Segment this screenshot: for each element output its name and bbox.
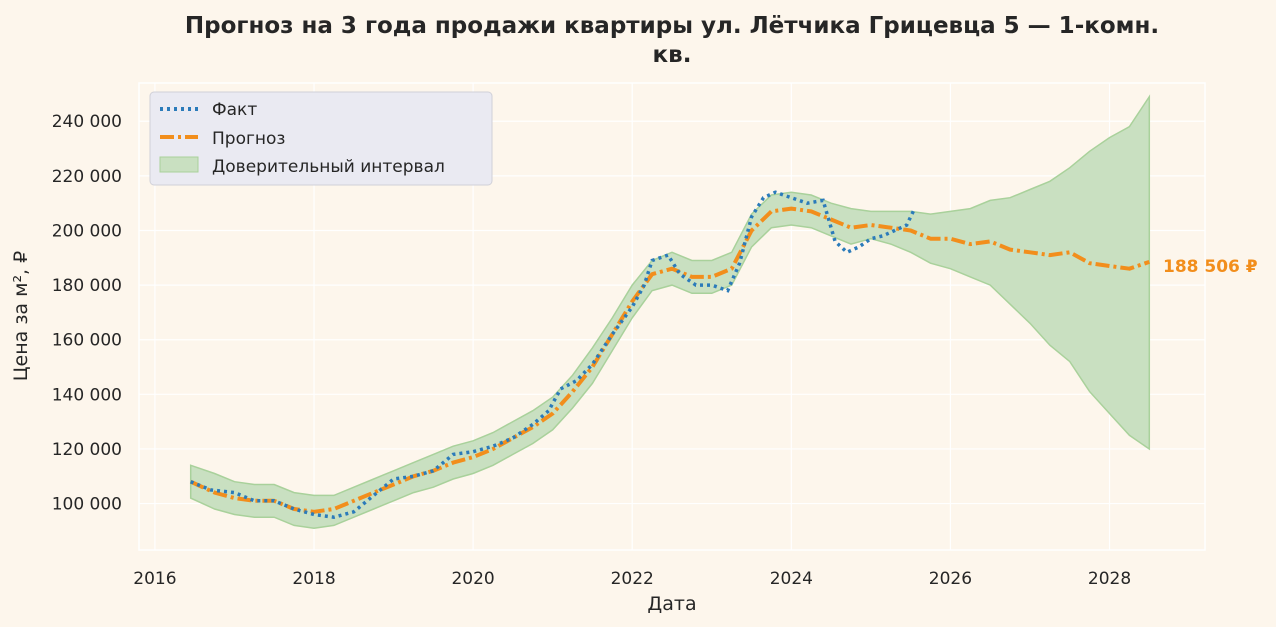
x-axis-label: Дата xyxy=(647,593,696,615)
y-tick-label: 140 000 xyxy=(52,385,122,405)
forecast-end-label: 188 506 ₽ xyxy=(1163,257,1258,277)
y-tick-label: 100 000 xyxy=(52,495,122,515)
y-tick-label: 200 000 xyxy=(52,221,122,241)
x-tick-label: 2022 xyxy=(611,569,654,589)
fact-line xyxy=(190,190,917,519)
forecast-series xyxy=(189,206,1150,514)
y-tick-label: 160 000 xyxy=(52,331,122,351)
legend-interval-swatch xyxy=(159,156,199,173)
x-tick-label: 2018 xyxy=(292,569,335,589)
y-tick-label: 180 000 xyxy=(52,276,122,296)
legend-forecast-label: Прогноз xyxy=(212,129,285,149)
legend-box xyxy=(149,91,493,186)
confidence-band-area xyxy=(189,94,1151,529)
x-tick-label: 2026 xyxy=(929,569,972,589)
x-tick-label: 2024 xyxy=(770,569,813,589)
fact-series xyxy=(190,190,917,519)
confidence-band xyxy=(189,94,1151,529)
chart-title-line1: Прогноз на 3 года продажи квартиры ул. Л… xyxy=(185,13,1159,39)
forecast-line xyxy=(189,206,1150,514)
x-tick-label: 2016 xyxy=(133,569,176,589)
x-tick-label: 2028 xyxy=(1088,569,1131,589)
legend-interval-label: Доверительный интервал xyxy=(212,157,445,177)
y-tick-label: 240 000 xyxy=(52,112,122,132)
x-tick-label: 2020 xyxy=(451,569,494,589)
y-tick-label: 120 000 xyxy=(52,440,122,460)
legend-fact-label: Факт xyxy=(212,100,257,120)
chart-title-line2: кв. xyxy=(653,42,692,68)
y-tick-label: 220 000 xyxy=(52,167,122,187)
legend: Факт Прогноз Доверительный интервал xyxy=(149,91,493,186)
y-axis-label: Цена за м², ₽ xyxy=(10,251,32,381)
tick-labels: 2016 2018 2020 2022 2024 2026 2028 100 000 120 0… xyxy=(52,112,1131,589)
